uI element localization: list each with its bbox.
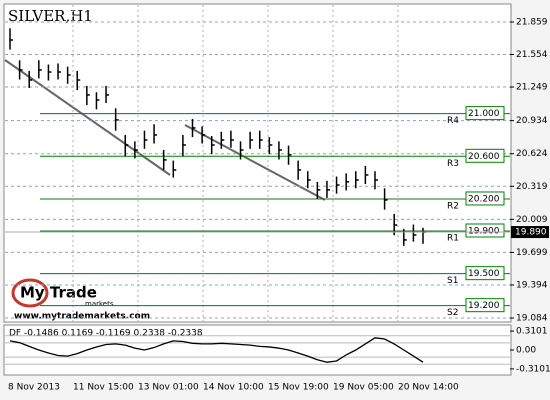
level-box — [465, 148, 505, 163]
y-tick-label: 19.699 — [516, 248, 548, 258]
level-box — [465, 106, 505, 121]
y-tick-label: 0.00 — [516, 346, 536, 356]
x-tick-label: 8 Nov 2013 — [8, 383, 60, 393]
y-tick-label: -0.3101 — [516, 364, 550, 374]
level-box — [465, 191, 505, 206]
y-tick-label: 20.934 — [516, 116, 548, 126]
y-tick-label: 21.249 — [516, 83, 548, 93]
y-tick-label: 21.859 — [516, 17, 548, 27]
level-name: R2 — [447, 201, 459, 211]
level-value-label: 19.900 — [468, 226, 500, 236]
y-tick-label: 19.394 — [516, 280, 548, 290]
level-box — [465, 223, 505, 238]
x-tick-label: 13 Nov 01:00 — [138, 383, 199, 393]
chart-title: SILVER,H1 — [8, 7, 93, 25]
level-name: R3 — [447, 159, 459, 169]
level-name: S1 — [447, 276, 458, 286]
level-name: S2 — [447, 308, 458, 318]
level-value-label: 20.600 — [468, 152, 500, 162]
level-name: R4 — [447, 116, 459, 126]
logo-subtext: markets — [85, 300, 114, 308]
last-price-label: 19.890 — [515, 228, 547, 238]
logo-text: My Trade — [20, 284, 97, 302]
y-tick-label: 20.009 — [516, 215, 548, 225]
y-tick-label: 0.3101 — [516, 327, 548, 337]
level-value-label: 19.200 — [468, 301, 500, 311]
level-name: R1 — [447, 233, 459, 243]
level-value-label: 20.200 — [468, 194, 500, 204]
logo: My Trade markets www.mytrademarkets.com — [11, 278, 150, 322]
x-tick-label: 15 Nov 19:00 — [268, 383, 329, 393]
x-tick-label: 11 Nov 15:00 — [73, 383, 134, 393]
x-tick-label: 20 Nov 14:00 — [398, 383, 459, 393]
level-box — [465, 298, 505, 313]
y-tick-label: 19.084 — [516, 314, 548, 324]
level-value-label: 21.000 — [468, 109, 500, 119]
level-value-label: 19.500 — [468, 269, 500, 279]
y-tick-label: 20.319 — [516, 182, 548, 192]
x-tick-label: 14 Nov 10:00 — [203, 383, 264, 393]
website: www.mytrademarkets.com — [14, 312, 150, 322]
y-tick-label: 21.554 — [516, 50, 548, 60]
logo-swoosh — [11, 278, 49, 308]
indicator-line — [9, 337, 424, 363]
x-tick-label: 19 Nov 05:00 — [333, 383, 394, 393]
indicator-label: DF -0.1486 0.1169 -0.1169 0.2338 -0.2338 — [9, 329, 203, 339]
y-tick-label: 20.624 — [516, 149, 548, 159]
last-price-box — [511, 226, 549, 239]
trend-line — [184, 124, 326, 201]
level-box — [465, 266, 505, 281]
